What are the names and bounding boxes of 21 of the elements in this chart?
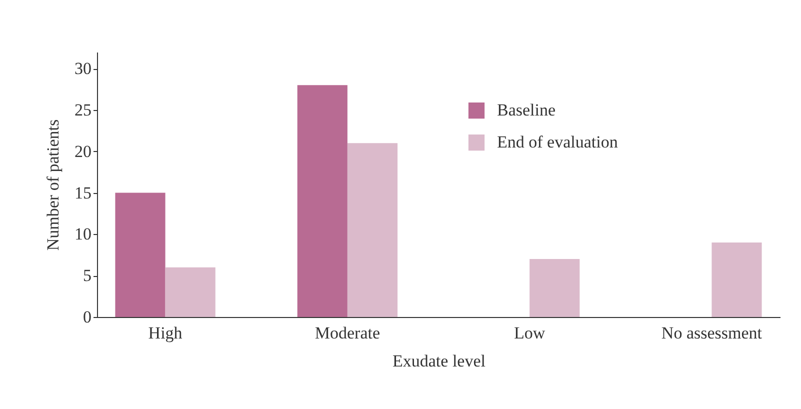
bar xyxy=(165,267,216,317)
x-axis-title: Exudate level xyxy=(392,352,486,370)
y-tick-label: 20 xyxy=(74,142,92,161)
bar xyxy=(712,242,762,317)
x-tick-label: Low xyxy=(514,324,546,342)
y-tick-label: 5 xyxy=(83,266,92,286)
x-tick-label: High xyxy=(148,324,183,342)
y-axis-title: Number of patients xyxy=(44,119,62,251)
bar xyxy=(297,85,348,317)
y-tick-label: 10 xyxy=(74,224,92,244)
x-tick-label: No assessment xyxy=(661,324,762,342)
y-tick-label: 30 xyxy=(74,59,92,78)
legend-label: Baseline xyxy=(497,100,556,120)
legend-label: End of evaluation xyxy=(497,132,618,152)
bar xyxy=(115,192,166,317)
bar xyxy=(347,143,398,317)
y-tick-label: 25 xyxy=(74,100,92,120)
y-tick-label: 0 xyxy=(83,308,92,326)
y-tick-label: 15 xyxy=(74,183,92,202)
bar xyxy=(530,259,580,317)
x-tick-label: Moderate xyxy=(314,324,380,342)
